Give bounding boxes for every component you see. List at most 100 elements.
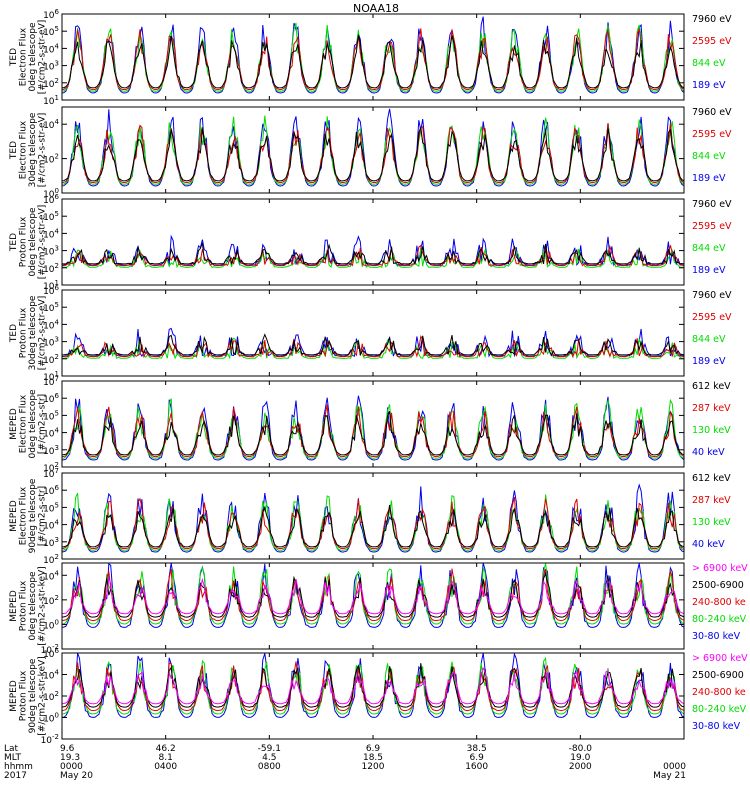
y-axis-label: MEPEDProton Flux0deg telescope[#/cm2-s-s…	[9, 566, 48, 645]
y-tick-label: 10-2	[41, 643, 59, 656]
y-tick-label: 101	[43, 279, 59, 292]
y-tick-label: 105	[43, 25, 59, 38]
y-axis-label: TEDElectron Flux30deg telescope[#/cm2-s-…	[9, 112, 48, 187]
y-axis-label: TEDProton Flux0deg telescope[#/cm2-s-str…	[9, 205, 48, 280]
legend-entry: 2500-6900	[692, 670, 744, 681]
y-tick-label: 101	[43, 94, 59, 107]
y-tick-label: 102	[43, 262, 59, 275]
y-axis-label-line: Proton Flux	[19, 580, 29, 631]
x-row-label: Lat	[4, 744, 19, 754]
y-tick-label: 102	[43, 553, 59, 566]
legend-entry: 130 keV	[692, 517, 731, 528]
y-tick-label: 103	[43, 60, 59, 73]
x-tick-label: 38.5	[467, 744, 487, 754]
y-axis-label-line: 0deg telescope	[28, 207, 38, 277]
y-axis-label: MEPEDElectron Flux90deg telescope[#/cm2-…	[9, 478, 48, 553]
y-axis-label-line: TED	[9, 233, 19, 252]
y-tick-label: 102	[43, 153, 59, 166]
figure-title: NOAA18	[353, 2, 399, 15]
panel-frame	[61, 472, 685, 560]
x-tick-label: -80.0	[569, 744, 593, 754]
x-tick-label: 2000	[569, 762, 592, 772]
y-tick-label: 100	[43, 618, 59, 631]
y-axis-label-line: [#/cm2-s-str]	[38, 486, 48, 546]
y-tick-label: 107	[43, 467, 59, 480]
x-tick-label: -59.1	[258, 744, 281, 754]
y-tick-label: 102	[43, 690, 59, 703]
panel-3-traces	[62, 234, 684, 269]
y-tick-label: 100	[43, 187, 59, 200]
x-tick-label: 0000	[663, 762, 686, 772]
legend-entry: 80-240 keV	[692, 704, 747, 715]
x-tick-label: 6.9	[470, 753, 485, 763]
y-axis-label-line: MEPED	[9, 408, 19, 440]
y-axis-label-line: Electron Flux	[19, 394, 29, 453]
panel-6-traces	[62, 483, 684, 553]
panel-frame	[61, 198, 685, 286]
legend-entry: 612 keV	[692, 473, 731, 484]
series-trace	[62, 504, 684, 548]
y-axis-label: MEPEDElectron Flux0deg telescope[#/cm2-s…	[9, 389, 48, 459]
legend-entry: 7960 eV	[692, 290, 732, 301]
y-tick-label: 101	[43, 370, 59, 383]
series-trace	[62, 335, 684, 359]
series-trace	[62, 572, 684, 618]
legend-entry: 189 eV	[692, 173, 726, 184]
series-trace	[62, 483, 684, 553]
series-trace	[62, 398, 684, 459]
y-axis-label-line: TED	[9, 324, 19, 343]
legend-entry: 7960 eV	[692, 14, 732, 25]
series-trace	[62, 404, 684, 458]
legend-entry: > 6900 keV	[692, 653, 748, 664]
legend-entry: 844 eV	[692, 243, 726, 254]
series-trace	[62, 333, 684, 357]
x-tick-label: 0800	[258, 762, 281, 772]
y-axis-label-line: 30deg telescope	[28, 295, 38, 370]
y-axis-label-line: [#/cm2-s-str-eV]	[38, 20, 48, 95]
y-tick-label: 102	[43, 594, 59, 607]
y-axis-label-line: Proton Flux	[19, 670, 29, 721]
series-trace	[62, 663, 684, 708]
legend-entry: 240-800 ke	[692, 687, 746, 698]
series-trace	[62, 577, 684, 615]
y-axis-label-line: TED	[9, 48, 19, 67]
legend-entry: 189 eV	[692, 265, 726, 276]
y-axis-label-line: Electron Flux	[19, 120, 29, 179]
y-axis-label-line: TED	[9, 141, 19, 160]
y-tick-label: 10-2	[41, 733, 59, 746]
x-tick-label: 4.5	[262, 753, 276, 763]
x-tick-label: 0000	[60, 762, 83, 772]
panel-5-traces	[62, 395, 684, 461]
series-trace	[62, 108, 684, 187]
legend-entry: 7960 eV	[692, 107, 732, 118]
y-axis-label-line: Electron Flux	[19, 486, 29, 545]
series-trace	[62, 411, 684, 456]
y-axis-label-line: 90deg telescope	[28, 658, 38, 733]
panel-frame	[61, 562, 685, 650]
y-tick-label: 104	[43, 318, 59, 331]
panel-frame	[61, 289, 685, 377]
y-tick-label: 106	[43, 8, 59, 21]
y-tick-label: 106	[43, 647, 59, 660]
series-trace	[62, 563, 684, 628]
y-tick-label: 104	[43, 569, 59, 582]
series-trace	[62, 656, 684, 715]
y-tick-label: 102	[43, 77, 59, 90]
series-trace	[62, 234, 684, 267]
y-axis-label-line: [#/cm2-s-str-keV]	[38, 566, 48, 645]
y-axis-label-line: 0deg telescope	[28, 22, 38, 92]
y-tick-label: 104	[43, 227, 59, 240]
x-tick-label: 46.2	[156, 744, 176, 754]
series-trace	[62, 28, 684, 91]
legend-entry: 612 keV	[692, 381, 731, 392]
x-tick-label: 6.9	[366, 744, 381, 754]
series-trace	[62, 492, 684, 551]
y-axis-label-line: Proton Flux	[19, 307, 29, 358]
x-tick-label: 8.1	[159, 753, 173, 763]
y-tick-label: 102	[43, 461, 59, 474]
